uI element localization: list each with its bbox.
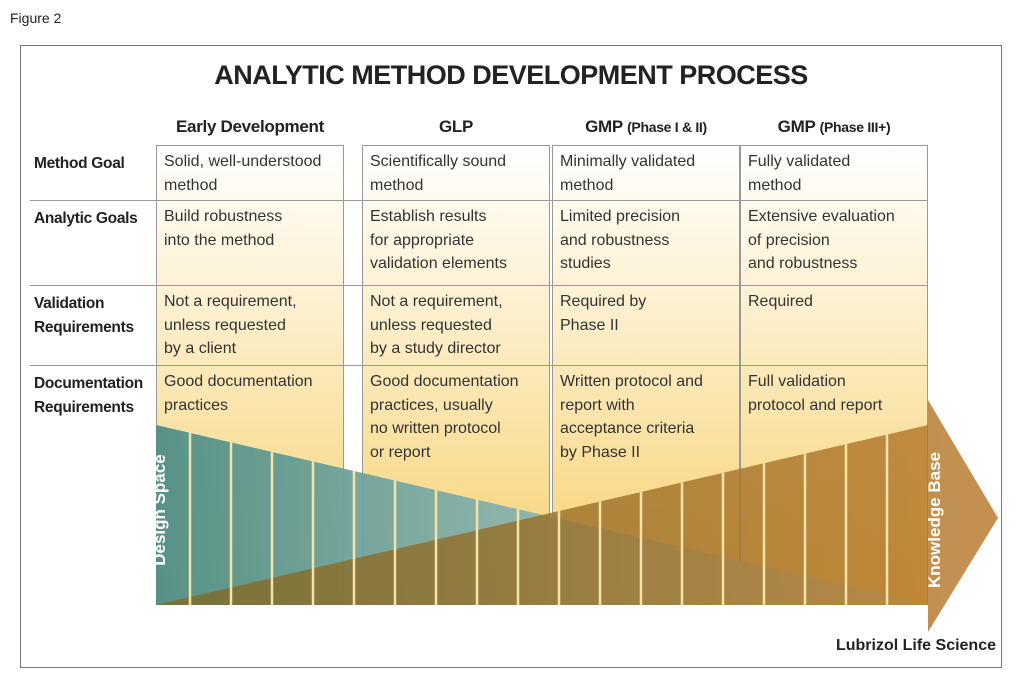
cell-line: method (560, 176, 614, 194)
cell-line: and robustness (748, 255, 858, 272)
column-header: GLP (352, 117, 560, 137)
credit: Lubrizol Life Science (835, 637, 996, 654)
cell-line: Minimally validated (560, 153, 696, 170)
cell-line: for appropriate (370, 231, 475, 249)
cell-line: validation elements (370, 255, 507, 272)
column-header: Early Development (146, 117, 354, 137)
cell: Good documentation practices (164, 370, 313, 417)
cell-line: Not a requirement, (370, 293, 503, 310)
cell-line: Solid, well-understood (164, 153, 322, 170)
column-name: GMP (585, 117, 623, 136)
cell: Limited precision and robustness studies (560, 205, 680, 276)
cell-line: Required by (560, 293, 647, 310)
cell: Establish results for appropriate validati… (370, 205, 507, 276)
cell-line: practices (164, 396, 229, 414)
row-label: Documentation Requirements (34, 372, 143, 419)
cell-line: Fully validated (748, 153, 851, 170)
row-divider (30, 285, 928, 286)
column-name: GMP (777, 117, 816, 136)
knowledge-base-arrow (156, 400, 998, 632)
cell-line: Extensive evaluation (748, 208, 895, 225)
cell-line: Establish results (370, 208, 487, 225)
cell-line: Build robustness (164, 208, 283, 225)
cell: Written protocol and report with acceptanc… (560, 370, 703, 464)
cell-line: by a client (164, 340, 237, 357)
row-label-line: Requirements (34, 398, 134, 416)
cell-line: of precision (748, 231, 830, 249)
cell: Required by Phase II (560, 290, 646, 337)
cell-line: method (370, 176, 424, 194)
cell-line: practices, usually (370, 396, 493, 414)
column-name: GLP (438, 117, 474, 136)
cell-line: acceptance criteria (560, 420, 695, 437)
cell-line: protocol and report (748, 396, 883, 414)
cell-line: Not a requirement, (164, 293, 297, 310)
cell: Scientifically sound method (370, 150, 506, 197)
frame (20, 45, 1002, 668)
cell: Build robustness into the method (164, 205, 282, 252)
cell-line: Good documentation (370, 373, 519, 390)
cell-line: by Phase II (560, 443, 641, 461)
row-label: Method Goal (34, 152, 125, 176)
cell: Fully validated method (748, 150, 850, 197)
row-label-line: Method Goal (34, 155, 125, 172)
cell-line: Required (748, 293, 813, 310)
column-name: Early Development (176, 117, 324, 136)
cell-line: Written protocol and (560, 373, 703, 390)
cell-line: Full validation (748, 373, 846, 390)
column-note: (Phase I & II) (627, 119, 707, 135)
column-header: GMP (Phase I & II) (542, 117, 750, 137)
row-label-line: Analytic Goals (34, 210, 138, 227)
cell-line: method (164, 176, 218, 194)
cell: Not a requirement, unless requested by a c… (164, 290, 297, 361)
cell: Full validation protocol and report (748, 370, 882, 417)
cell: Good documentation practices, usually no w… (370, 370, 519, 464)
cell-line: unless requested (370, 316, 492, 334)
cell-line: Limited precision (560, 208, 681, 225)
cell-line: into the method (164, 231, 275, 249)
row-label-line: Validation (34, 295, 105, 312)
cell: Extensive evaluation of precision and robu… (748, 205, 895, 276)
cell-line: by a study director (370, 340, 501, 357)
column-header: GMP (Phase III+) (730, 117, 938, 137)
cell-line: report with (560, 396, 635, 414)
cell-line: and robustness (560, 231, 670, 249)
cell: Minimally validated method (560, 150, 695, 197)
cell-line: Good documentation (164, 373, 313, 390)
cell: Not a requirement, unless requested by a s… (370, 290, 503, 361)
knowledge-base-label: Knowledge Base (925, 451, 944, 589)
cell-line: method (748, 176, 802, 194)
cell-line: studies (560, 255, 611, 272)
cell-line: or report (370, 443, 431, 461)
row-label: Validation Requirements (34, 292, 134, 339)
design-space-label: Design Space (150, 454, 169, 566)
row-divider (30, 365, 928, 366)
title: ANALYTIC METHOD DEVELOPMENT PROCESS (214, 60, 808, 90)
column-note: (Phase III+) (819, 119, 891, 135)
cell-line: Scientifically sound (370, 153, 507, 170)
row-label-line: Requirements (34, 318, 134, 336)
cell: Solid, well-understood method (164, 150, 321, 197)
cell-line: no written protocol (370, 420, 501, 437)
row-label: Analytic Goals (34, 207, 138, 231)
row-divider (30, 200, 928, 201)
figure-label: Figure 2 (10, 10, 62, 26)
row-label-line: Documentation (34, 375, 143, 392)
cell: Required (748, 290, 813, 314)
cell-line: unless requested (164, 316, 286, 334)
cell-line: Phase II (560, 316, 619, 334)
